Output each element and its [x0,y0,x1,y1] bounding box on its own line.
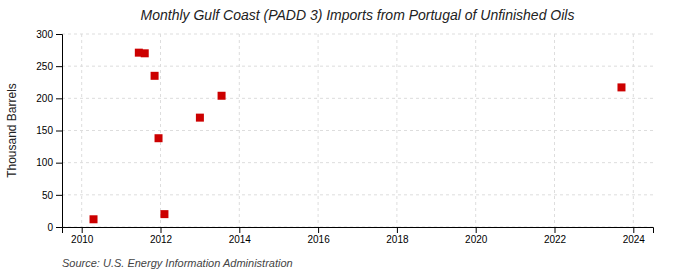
y-axis: 0 50 100 150 200 250 300 [36,29,62,233]
y-tick-mark [56,98,62,99]
chart: 2010 2012 2014 2016 2018 2020 2022 2024 0 50 100 15… [0,0,675,275]
x-tick: 2010 [71,227,94,245]
x-tick-mark [318,227,319,233]
y-tick-mark [56,66,62,67]
x-tick: 2024 [623,227,646,245]
x-tick-label: 2016 [307,234,330,245]
y-tick-mark [56,195,62,196]
x-tick-label: 2012 [150,234,173,245]
y-tick-label: 100 [36,157,53,168]
grid-line-y [62,66,653,67]
y-tick-label: 250 [36,61,53,72]
grid-line-y [62,162,653,163]
x-axis: 2010 2012 2014 2016 2018 2020 2022 2024 [63,227,654,245]
y-tick: 150 [36,125,62,136]
x-tick-label: 2022 [544,234,567,245]
grid-line-x [160,34,161,227]
y-tick-label: 300 [36,29,53,40]
grid-line-y [62,98,653,99]
title: Monthly Gulf Coast (PADD 3) Imports from… [141,7,575,23]
x-tick-mark [239,227,240,233]
y-tick: 200 [36,93,62,104]
y-axis-title: Thousand Barrels [5,83,19,178]
x-axis-line [63,228,654,234]
grid-line-x [239,34,240,227]
y-tick-mark [56,34,62,35]
grid-line-y [62,130,653,131]
y-tick: 250 [36,61,62,72]
y-axis-line [56,35,63,228]
x-tick: 2012 [150,227,173,245]
point [151,72,159,80]
grid-line-x [318,34,319,227]
y-tick: 0 [47,222,62,233]
point [141,49,149,57]
x-tick: 2018 [386,227,409,245]
x-tick: 2022 [544,227,567,245]
x-tick-label: 2020 [465,234,488,245]
x-tick-label: 2024 [623,234,646,245]
point [160,210,168,218]
point [218,92,226,100]
grid-line-y [62,194,653,195]
x-tick: 2016 [307,227,330,245]
plot: 2010 2012 2014 2016 2018 2020 2022 2024 0 50 100 15… [36,29,653,245]
y-tick-mark [56,163,62,164]
y-tick-label: 150 [36,125,53,136]
grid [62,34,653,227]
y-tick-label: 200 [36,93,53,104]
x-tick-mark [555,227,556,233]
x-tick-label: 2018 [386,234,409,245]
x-tick: 2020 [465,227,488,245]
y-tick-label: 50 [42,190,54,201]
grid-line-x [81,34,82,227]
y-tick-mark [56,227,62,228]
annotation: Source: U.S. Energy Information Administ… [62,257,293,269]
y-tick: 100 [36,157,62,168]
grid-line-x [633,34,634,227]
x-tick-mark [82,227,83,233]
grid-line-x [475,34,476,227]
x-tick-mark [397,227,398,233]
y-tick-label: 0 [47,222,53,233]
point [90,215,98,223]
x-tick-label: 2010 [71,234,94,245]
point [617,83,625,91]
grid-line-x [554,34,555,227]
y-tick-mark [56,131,62,132]
y-tick: 50 [42,190,62,201]
grid-line-y [62,34,653,35]
grid-line-x [396,34,397,227]
point [196,114,204,122]
x-tick-mark [633,227,634,233]
x-tick-mark [476,227,477,233]
y-tick: 300 [36,29,62,40]
x-tick-label: 2014 [229,234,252,245]
marks [90,49,626,224]
x-tick: 2014 [229,227,252,245]
point [155,134,163,142]
x-tick-mark [161,227,162,233]
